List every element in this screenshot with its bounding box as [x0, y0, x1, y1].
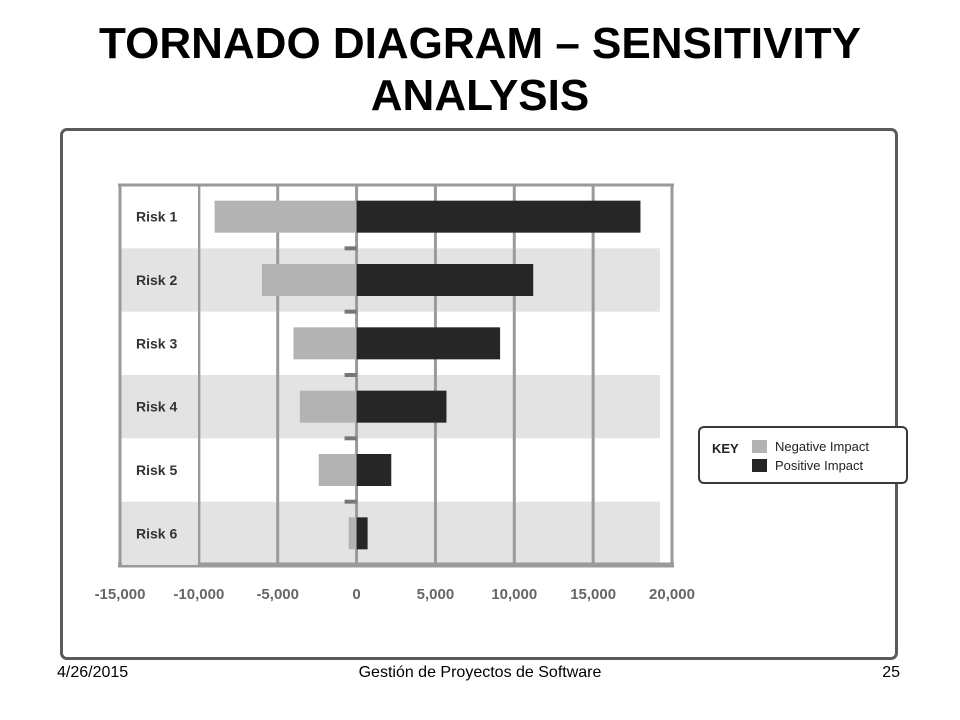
legend-swatch-negative [752, 440, 767, 453]
positive-impact-bar [356, 517, 368, 550]
legend-item-negative: Negative Impact [752, 439, 869, 454]
positive-impact-bar [356, 200, 641, 233]
label-band [122, 375, 198, 439]
legend-label-negative: Negative Impact [775, 439, 869, 454]
negative-impact-bar [261, 264, 357, 296]
x-tick-label: 5,000 [417, 586, 455, 603]
chart-legend: KEY Negative Impact Positive Impact [698, 426, 908, 484]
category-label: Risk 6 [136, 525, 177, 541]
negative-impact-bar [318, 454, 357, 486]
category-label: Risk 3 [136, 335, 177, 351]
positive-impact-bar [356, 327, 501, 360]
negative-impact-bar [214, 200, 357, 233]
category-label: Risk 1 [136, 209, 177, 225]
positive-impact-bar [356, 454, 392, 486]
x-tick-label: -15,000 [95, 586, 146, 603]
row-band [120, 501, 660, 565]
footer-center: Gestión de Proyectos de Software [358, 664, 602, 681]
negative-impact-bar [299, 390, 357, 423]
x-tick-label: 0 [352, 586, 360, 603]
category-label: Risk 4 [136, 399, 177, 415]
page-number: 25 [882, 664, 900, 681]
legend-key-label: KEY [712, 441, 739, 456]
x-tick-label: 15,000 [570, 586, 616, 603]
x-tick-label: -5,000 [256, 586, 299, 603]
label-band [122, 501, 198, 565]
legend-item-positive: Positive Impact [752, 458, 863, 473]
label-band [122, 248, 198, 312]
legend-label-positive: Positive Impact [775, 458, 864, 473]
negative-impact-bar [348, 517, 357, 550]
category-label: Risk 5 [136, 462, 177, 478]
category-label: Risk 2 [136, 272, 177, 288]
x-tick-label: 20,000 [649, 586, 695, 603]
negative-impact-bar [293, 327, 357, 360]
x-tick-label: 10,000 [491, 586, 537, 603]
positive-impact-bar [356, 264, 534, 296]
positive-impact-bar [356, 390, 447, 423]
legend-swatch-positive [752, 459, 767, 472]
footer-date: 4/26/2015 [57, 664, 129, 681]
x-tick-label: -10,000 [173, 586, 224, 603]
slide-title: TORNADO DIAGRAM – SENSITIVITY ANALYSIS [99, 19, 861, 120]
